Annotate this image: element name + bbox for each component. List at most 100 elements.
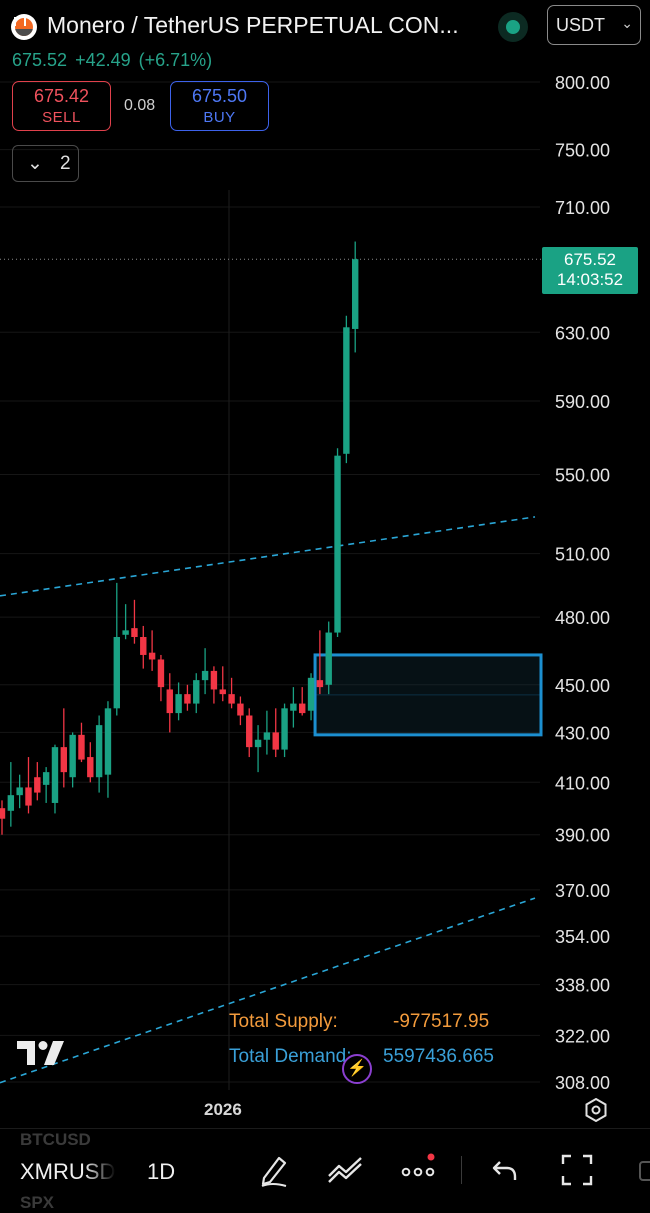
candle[interactable]	[184, 684, 191, 711]
price-tick-label: 450.00	[555, 676, 610, 696]
ghost-symbol-below: SPX	[20, 1193, 55, 1212]
trendline[interactable]	[0, 516, 536, 597]
chevron-down-icon: ⌄	[27, 153, 43, 174]
candle[interactable]	[25, 757, 32, 814]
candles[interactable]	[0, 241, 359, 835]
candle-body	[157, 659, 165, 688]
price-tick-label: 308.00	[555, 1073, 610, 1093]
price-change: +42.49	[75, 50, 131, 70]
candle-body	[210, 670, 218, 690]
candle[interactable]	[272, 708, 279, 758]
candle-body	[175, 694, 182, 714]
chart-settings-icon[interactable]	[584, 1098, 608, 1122]
candle[interactable]	[122, 604, 129, 640]
candle[interactable]	[166, 673, 173, 733]
candle[interactable]	[140, 625, 147, 669]
candle[interactable]	[316, 630, 324, 695]
candle-body	[272, 732, 279, 750]
pencil-icon[interactable]	[258, 1152, 290, 1188]
candle[interactable]	[290, 687, 297, 728]
chart-header: Monero / TetherUS PERPETUAL CON... USDT …	[0, 0, 650, 190]
candle[interactable]	[210, 666, 218, 704]
candle[interactable]	[237, 696, 244, 726]
indicator-collapse-button[interactable]: ⌄ 2	[12, 145, 79, 182]
candle[interactable]	[175, 682, 182, 721]
last-price: 675.52	[12, 50, 68, 70]
price-change-percent: (+6.71%)	[138, 50, 213, 70]
candle[interactable]	[104, 701, 112, 798]
price-tick-label: 630.00	[555, 323, 610, 343]
candle-body	[0, 808, 6, 819]
candle[interactable]	[254, 725, 262, 773]
candle[interactable]	[7, 762, 15, 827]
chevron-down-icon: ⌄	[621, 15, 633, 31]
candle-body	[122, 630, 129, 635]
candle[interactable]	[51, 744, 59, 814]
candle[interactable]	[201, 648, 209, 695]
price-tick-label: 338.00	[555, 976, 610, 996]
candle[interactable]	[78, 722, 85, 763]
ghost-symbol-above: BTCUSD	[20, 1130, 91, 1149]
candle[interactable]	[69, 732, 76, 788]
fullscreen-icon[interactable]	[560, 1152, 594, 1188]
demand-zone-box[interactable]	[313, 653, 543, 737]
symbol-title[interactable]: Monero / TetherUS PERPETUAL CON...	[47, 12, 459, 38]
candle[interactable]	[95, 715, 103, 793]
undo-icon[interactable]	[490, 1152, 520, 1188]
candle[interactable]	[325, 621, 332, 695]
price-summary: 675.52 +42.49 (+6.71%)	[12, 50, 220, 71]
candle-body	[246, 715, 253, 748]
more-options-icon[interactable]	[401, 1152, 439, 1188]
price-axis[interactable]: 800.00 750.00 710.00 630.00 590.00 550.00 510.…	[555, 73, 610, 1093]
buy-price: 675.50	[191, 86, 248, 106]
indicators-icon[interactable]	[327, 1152, 365, 1188]
candle-body	[325, 632, 332, 685]
interval-button[interactable]: 1D	[147, 1159, 176, 1184]
candle-body	[290, 703, 297, 711]
candle-body	[95, 725, 103, 778]
sell-button[interactable]: 675.42 SELL	[12, 81, 111, 131]
candle-body	[343, 327, 350, 454]
candle[interactable]	[148, 630, 156, 671]
tag-price: 675.52	[564, 250, 616, 269]
candle[interactable]	[60, 708, 68, 788]
spread-value: 0.08	[124, 97, 156, 114]
candle[interactable]	[16, 774, 23, 809]
candle[interactable]	[228, 677, 235, 709]
candle[interactable]	[343, 315, 350, 464]
tradingview-logo-icon	[17, 1041, 64, 1065]
candle[interactable]	[334, 448, 341, 637]
price-tick-label: 370.00	[555, 881, 610, 901]
candle[interactable]	[42, 767, 50, 803]
candle[interactable]	[281, 703, 288, 758]
candle-body	[254, 739, 262, 748]
candle[interactable]	[299, 687, 306, 716]
currency-select[interactable]: USDT ⌄	[547, 5, 641, 45]
market-open-status-icon[interactable]	[498, 12, 528, 42]
candle[interactable]	[246, 708, 253, 758]
candle[interactable]	[307, 673, 315, 721]
candle[interactable]	[157, 654, 165, 702]
candle[interactable]	[219, 666, 226, 702]
candle-body	[307, 677, 315, 711]
candle[interactable]	[263, 710, 271, 755]
candle[interactable]	[87, 742, 94, 783]
candle-body	[51, 747, 59, 803]
candle[interactable]	[113, 582, 120, 716]
candle[interactable]	[352, 241, 359, 353]
total-demand-label: Total Demand:	[229, 1046, 352, 1067]
lightning-icon[interactable]: ⚡	[342, 1054, 372, 1084]
candle-body	[201, 670, 209, 681]
candle-body	[193, 680, 200, 704]
candle[interactable]	[34, 762, 41, 801]
candle[interactable]	[131, 599, 138, 644]
trendlines[interactable]	[0, 516, 536, 1084]
clipped-toolbar-icon	[639, 1161, 650, 1181]
candle[interactable]	[193, 673, 200, 714]
candle[interactable]	[0, 800, 6, 835]
indicator-count: 2	[60, 153, 71, 174]
buy-button[interactable]: 675.50 BUY	[170, 81, 269, 131]
candle-body	[219, 689, 226, 695]
total-supply-value: -977517.95	[393, 1011, 490, 1032]
